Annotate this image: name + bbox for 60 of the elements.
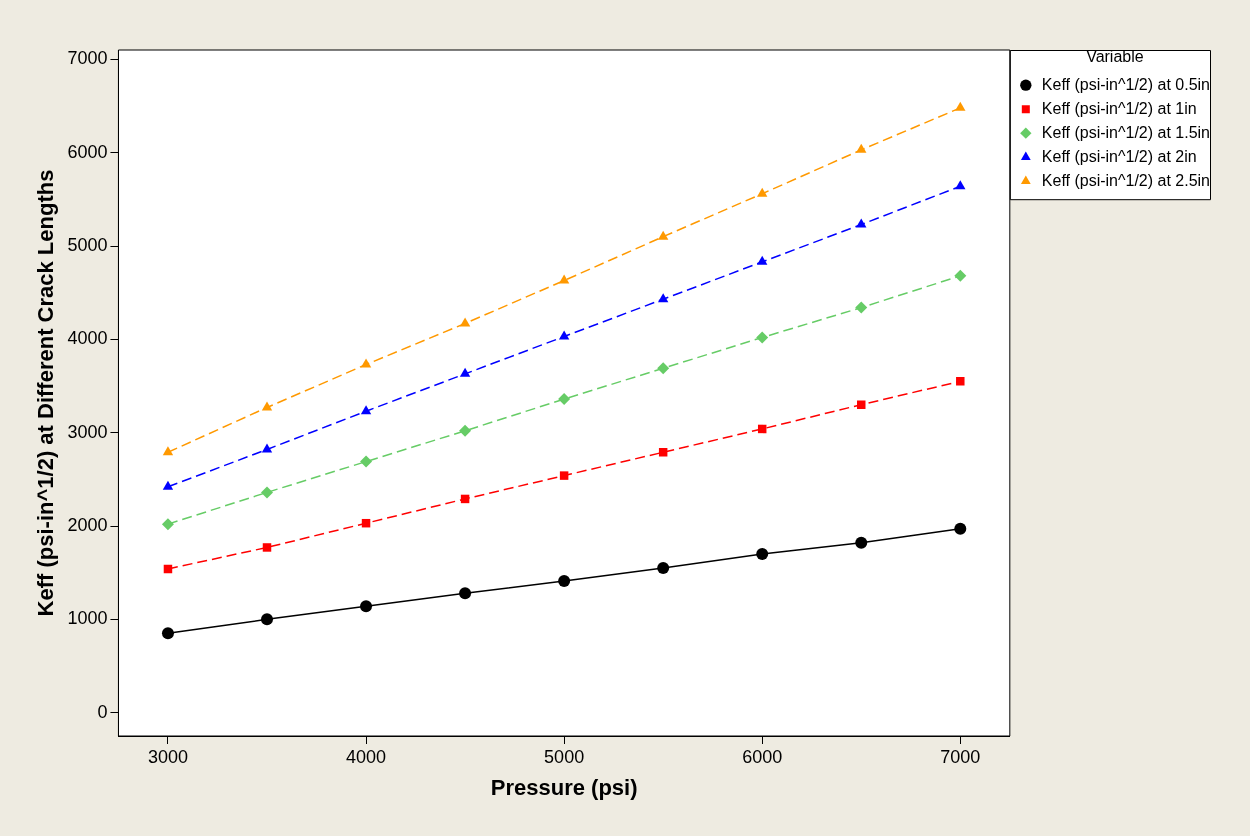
legend-label: Keff (psi-in^1/2) at 0.5in	[1041, 75, 1210, 93]
point	[856, 143, 867, 153]
x-axis-title: Pressure (psi)	[490, 774, 638, 800]
legend-label: Keff (psi-in^1/2) at 2.5in	[1041, 171, 1210, 189]
point	[657, 362, 670, 375]
point	[261, 486, 274, 499]
x-tick-label: 3000	[147, 746, 188, 767]
point	[360, 600, 373, 613]
y-tick-label: 7000	[67, 48, 108, 69]
point	[459, 317, 471, 327]
point	[657, 230, 669, 240]
x-tick-label: 4000	[346, 746, 387, 767]
point	[857, 400, 866, 409]
point	[360, 358, 372, 368]
point	[262, 543, 272, 552]
point	[459, 424, 472, 437]
legend-title: Variable	[1086, 48, 1144, 66]
point	[360, 455, 373, 468]
y-tick-label: 2000	[67, 514, 108, 535]
point	[459, 367, 471, 377]
x-tick-label: 5000	[544, 746, 585, 767]
legend-label: Keff (psi-in^1/2) at 1.5in	[1041, 123, 1210, 141]
point	[559, 471, 569, 480]
point	[956, 377, 965, 386]
point	[954, 269, 967, 282]
point	[261, 613, 274, 626]
point	[558, 393, 571, 406]
point	[657, 562, 670, 574]
point	[558, 330, 570, 340]
point	[757, 187, 768, 197]
point	[360, 405, 372, 415]
legend-label: Keff (psi-in^1/2) at 1in	[1041, 99, 1197, 117]
x-tick-label: 7000	[940, 746, 981, 767]
y-tick-label: 3000	[67, 421, 108, 442]
legend-label: Keff (psi-in^1/2) at 2in	[1041, 147, 1197, 165]
point	[459, 587, 472, 600]
point	[856, 218, 867, 228]
point	[161, 627, 174, 640]
point	[558, 274, 570, 284]
point	[855, 301, 868, 314]
point	[756, 331, 769, 344]
y-axis-title: Keff (psi-in^1/2) at Different Crack Lengths	[33, 169, 59, 617]
point	[955, 180, 966, 190]
point	[955, 101, 966, 111]
y-tick-label: 4000	[67, 328, 108, 349]
y-tick-label: 1000	[67, 608, 108, 629]
point	[757, 255, 768, 265]
y-tick-label: 0	[97, 701, 108, 722]
point	[162, 446, 174, 456]
point	[162, 480, 174, 490]
point	[756, 548, 769, 560]
y-tick-label: 6000	[67, 141, 108, 162]
y-tick-label: 5000	[67, 234, 108, 255]
point	[657, 293, 669, 303]
point	[161, 518, 174, 531]
x-tick-label: 6000	[742, 746, 783, 767]
point	[658, 448, 668, 457]
point	[855, 536, 868, 549]
point	[558, 575, 571, 588]
point	[954, 522, 967, 535]
